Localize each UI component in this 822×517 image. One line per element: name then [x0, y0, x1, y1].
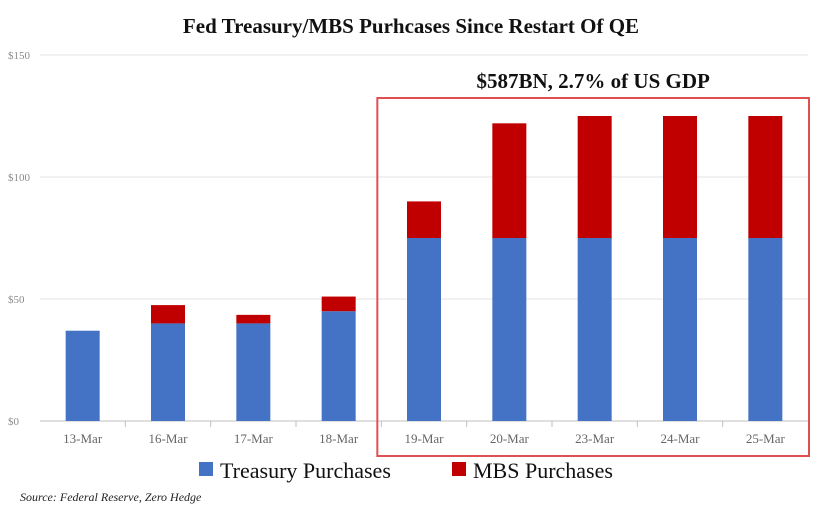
x-tick-label: 19-Mar [405, 431, 445, 446]
x-tick-label: 25-Mar [746, 431, 786, 446]
bar-treasury-19-Mar [407, 238, 441, 421]
x-tick-label: 23-Mar [575, 431, 615, 446]
x-tick-label: 16-Mar [149, 431, 189, 446]
bar-treasury-17-Mar [236, 323, 271, 421]
bar-mbs-25-Mar [748, 116, 783, 238]
legend-label-mbs: MBS Purchases [473, 458, 613, 483]
legend-swatch-treasury [199, 462, 213, 476]
y-axis: $0 $50 $100 $150 [8, 50, 31, 428]
y-tick-label: $0 [8, 416, 20, 428]
bar-mbs-24-Mar [663, 116, 697, 238]
x-tick-label: 20-Mar [490, 431, 530, 446]
legend-swatch-mbs [452, 462, 466, 476]
legend: Treasury Purchases MBS Purchases [199, 458, 613, 483]
y-tick-label: $100 [8, 172, 31, 184]
chart-title: Fed Treasury/MBS Purhcases Since Restart… [183, 14, 639, 38]
bar-treasury-18-Mar [321, 311, 356, 421]
x-tick-label: 13-Mar [63, 431, 103, 446]
bar-treasury-23-Mar [577, 238, 612, 421]
bar-treasury-24-Mar [663, 238, 697, 421]
x-tick-label: 18-Mar [319, 431, 359, 446]
bar-mbs-16-Mar [151, 305, 185, 324]
source-note: Source: Federal Reserve, Zero Hedge [20, 490, 202, 504]
legend-label-treasury: Treasury Purchases [220, 458, 391, 483]
x-tick-label: 24-Mar [661, 431, 701, 446]
y-tick-label: $150 [8, 50, 31, 62]
x-axis: 13-Mar 16-Mar 17-Mar 18-Mar 19-Mar 20-Mar 23-M… [63, 421, 785, 446]
bar-mbs-23-Mar [577, 116, 612, 238]
bars [65, 116, 783, 421]
y-tick-label: $50 [8, 294, 25, 306]
bar-treasury-13-Mar [65, 330, 100, 421]
bar-treasury-16-Mar [151, 323, 185, 421]
annotation: $587BN, 2.7% of US GDP [376, 69, 810, 457]
bar-mbs-17-Mar [236, 314, 271, 324]
bar-treasury-25-Mar [748, 238, 783, 421]
bar-mbs-20-Mar [492, 123, 527, 238]
bar-mbs-19-Mar [407, 201, 441, 238]
annotation-label: $587BN, 2.7% of US GDP [476, 69, 710, 93]
highlight-box [376, 97, 810, 457]
x-tick-label: 17-Mar [234, 431, 274, 446]
bar-treasury-20-Mar [492, 238, 527, 421]
bar-mbs-18-Mar [321, 296, 356, 312]
